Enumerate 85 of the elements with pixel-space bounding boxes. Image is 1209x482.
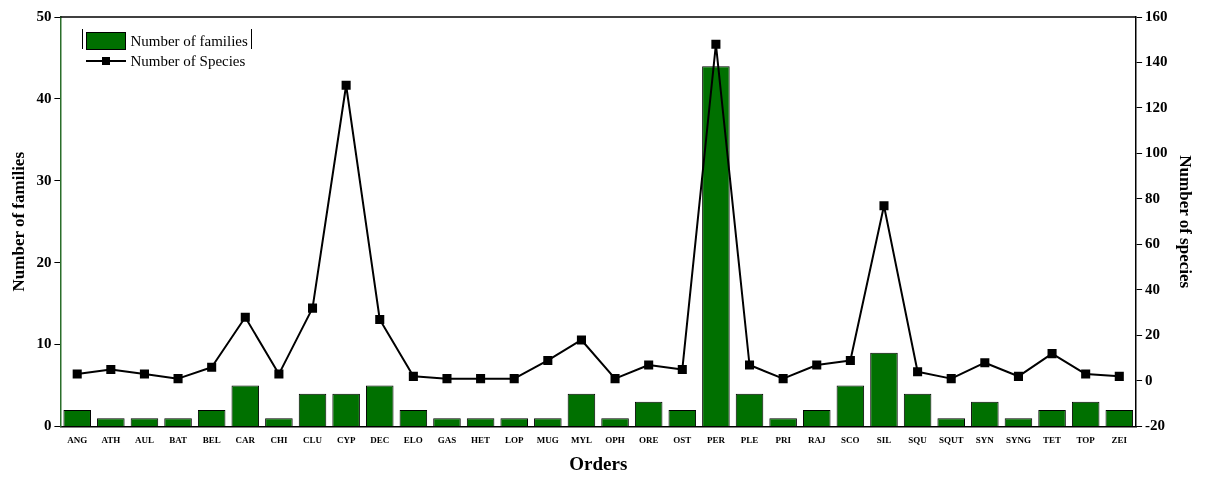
y2-tick-label: 0 (1145, 371, 1153, 388)
x-tick-label: HET (471, 435, 491, 446)
y2-tick-label: 160 (1145, 7, 1168, 24)
x-tick-label: OPH (605, 435, 625, 446)
point (408, 371, 418, 381)
x-axis-title: Orders (569, 452, 628, 474)
x-tick-label: ZEI (1111, 435, 1128, 446)
legend-label: Number of families (130, 32, 248, 50)
x-tick-label: ATH (101, 435, 121, 446)
point (72, 369, 82, 379)
point (307, 303, 318, 313)
x-tick-label: ELO (403, 435, 423, 446)
x-tick-label: ANG (67, 435, 88, 446)
point (711, 39, 721, 49)
point (610, 374, 620, 384)
point (442, 374, 452, 384)
point (106, 365, 116, 375)
x-tick-label: LOP (504, 435, 524, 446)
x-tick-label: TOP (1076, 435, 1096, 446)
point (509, 374, 519, 384)
y2-tick-label: -20 (1145, 417, 1166, 434)
y-tick-label: 30 (36, 171, 52, 188)
y-tick-label: 10 (36, 335, 52, 352)
x-tick-label: RAJ (808, 435, 826, 446)
point (1114, 371, 1124, 381)
x-tick-label: SIL (876, 435, 892, 446)
x-tick-label: SQU (908, 435, 928, 446)
x-tick-label: MUG (536, 435, 559, 446)
point (879, 201, 889, 211)
x-tick-label: SQUT (938, 435, 964, 446)
x-tick-label: DEC (370, 435, 390, 446)
point (913, 367, 923, 377)
x-tick-label: AUL (134, 435, 154, 446)
point (744, 360, 755, 370)
y2-tick-label: 60 (1145, 235, 1161, 252)
y2-tick-label: 120 (1145, 98, 1168, 115)
point (207, 362, 217, 372)
point (576, 335, 586, 345)
point (375, 314, 385, 325)
y2-tick-label: 100 (1145, 144, 1168, 161)
x-tick-label: SYN (975, 435, 995, 446)
point (1013, 371, 1023, 381)
y2-tick-label: 40 (1145, 280, 1161, 297)
x-tick-label: OST (673, 435, 692, 446)
y2-tick-label: 20 (1145, 326, 1161, 343)
point (845, 355, 855, 365)
x-tick-label: SYNG (1005, 435, 1031, 446)
y2-tick-label: 140 (1145, 53, 1168, 70)
point (677, 365, 687, 375)
x-tick-label: PLE (740, 435, 759, 446)
x-tick-label: CLU (303, 435, 323, 446)
point (274, 369, 284, 379)
x-tick-label: CYP (336, 435, 356, 446)
x-tick-label: CAR (235, 435, 256, 446)
y-axis-title: Number of families (8, 151, 28, 292)
x-tick-label: PRI (775, 435, 792, 446)
point (240, 312, 250, 322)
point (980, 358, 990, 368)
x-tick-label: BEL (202, 435, 221, 446)
point (139, 369, 149, 379)
y2-tick-label: 80 (1145, 189, 1161, 206)
x-tick-label: CHI (270, 435, 288, 446)
legend-label: Number of Species (130, 52, 246, 70)
x-tick-label: TET (1043, 435, 1062, 446)
point (1047, 349, 1057, 359)
y-tick-label: 0 (43, 417, 52, 434)
y2-axis-title: Number of species (1176, 155, 1196, 289)
x-tick-label: BAT (169, 435, 187, 446)
y-tick-label: 40 (36, 89, 52, 106)
x-tick-label: ORE (638, 435, 659, 446)
point (946, 374, 956, 384)
y-tick-label: 50 (36, 7, 52, 24)
point (1081, 369, 1091, 379)
point (778, 374, 788, 384)
point (812, 360, 822, 370)
point (476, 374, 486, 384)
point (644, 360, 654, 370)
x-tick-label: PER (706, 435, 726, 446)
y-tick-label: 20 (36, 253, 52, 270)
point (543, 355, 553, 365)
point (173, 374, 183, 384)
point (341, 80, 351, 90)
x-tick-label: MYL (570, 435, 592, 446)
x-tick-label: GAS (437, 435, 457, 446)
x-tick-label: SCO (841, 435, 860, 446)
